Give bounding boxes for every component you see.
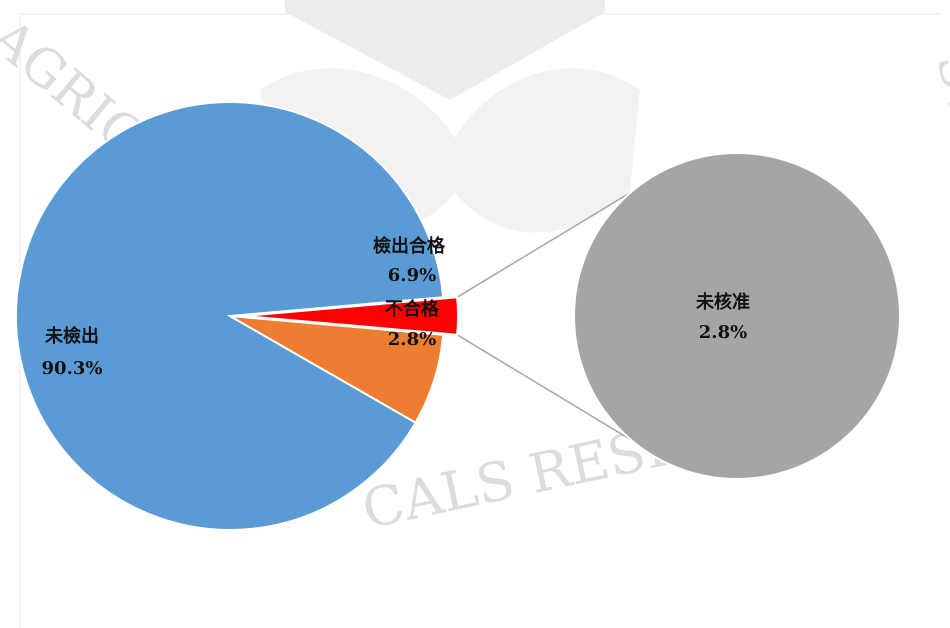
label-unqualified-value: 2.8% bbox=[388, 329, 436, 350]
slice-detected-qualified[interactable] bbox=[229, 315, 445, 424]
secondary-slice-unapproved[interactable] bbox=[573, 152, 901, 480]
slice-unqualified[interactable] bbox=[243, 296, 460, 336]
watermark-shape-top bbox=[285, 0, 605, 100]
watermark-leaf-right bbox=[440, 68, 640, 233]
label-not-detected-name: 未檢出 bbox=[45, 325, 99, 347]
label-qualified-value: 6.9% bbox=[388, 265, 436, 286]
watermark-text-right: STITUTE bbox=[924, 46, 950, 295]
label-not-detected-value: 90.3% bbox=[42, 358, 103, 379]
label-unapproved-name: 未核准 bbox=[696, 291, 750, 313]
label-unqualified-name: 不合格 bbox=[385, 298, 440, 320]
label-unapproved-value: 2.8% bbox=[699, 322, 747, 343]
slice-not-detected[interactable] bbox=[15, 101, 445, 531]
primary-pie bbox=[15, 101, 460, 531]
label-qualified-name: 檢出合格 bbox=[373, 235, 446, 257]
